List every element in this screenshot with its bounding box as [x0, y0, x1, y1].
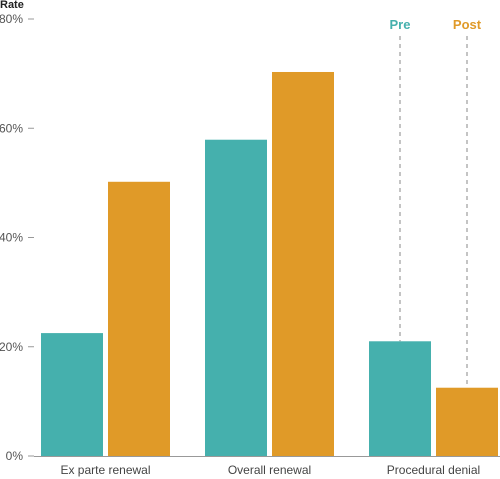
y-tick-label: 40% [0, 231, 23, 245]
bar-pre-1 [205, 139, 267, 456]
y-tick-label: 20% [0, 340, 23, 354]
y-axis-title: Rate [0, 0, 24, 11]
bars [41, 71, 498, 456]
bar-post-1 [272, 71, 334, 456]
legend-label-post: Post [453, 17, 482, 32]
y-tick-label: 60% [0, 121, 23, 135]
y-axis: 0% 20% 40% 60% 80% [0, 12, 34, 463]
y-tick-label: 80% [0, 12, 23, 26]
x-axis: Ex parte renewal Overall renewal Procedura… [34, 456, 500, 477]
legend-label-pre: Pre [390, 17, 411, 32]
x-tick-label: Ex parte renewal [60, 463, 150, 477]
bar-post-2 [436, 387, 498, 456]
x-tick-label: Procedural denial [387, 463, 480, 477]
bar-post-0 [108, 181, 170, 456]
bar-pre-2 [369, 341, 431, 456]
y-tick-label: 0% [6, 449, 24, 463]
x-tick-label: Overall renewal [228, 463, 311, 477]
legend: Pre Post [390, 17, 482, 388]
bar-pre-0 [41, 333, 103, 456]
